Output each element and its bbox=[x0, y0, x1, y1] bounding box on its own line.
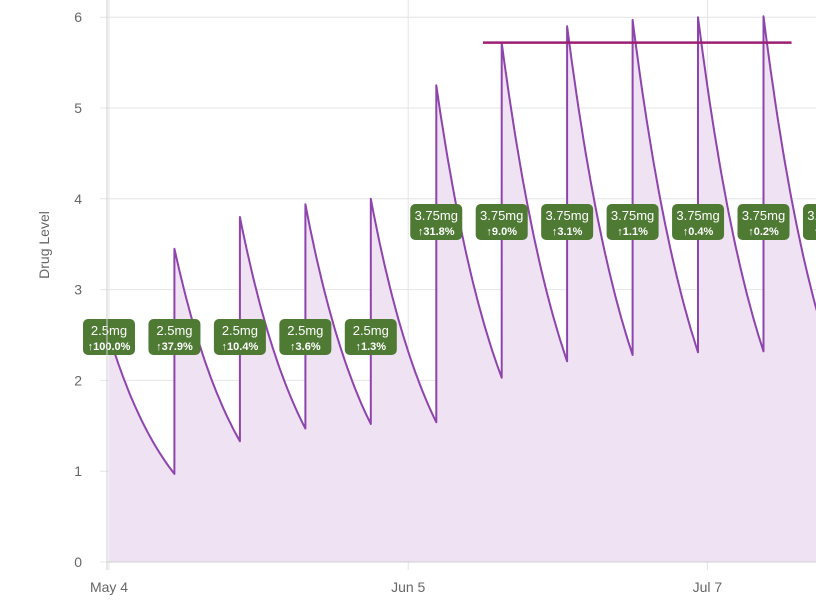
dose-badge-change: ↑10.4% bbox=[222, 341, 259, 353]
dose-badge-amount: 3.75mg bbox=[611, 208, 654, 223]
dose-badge-box bbox=[344, 319, 397, 355]
dose-badge-box bbox=[541, 204, 594, 240]
dose-badge-amount: 3.75mg bbox=[415, 208, 458, 223]
dose-badge-box bbox=[802, 204, 816, 240]
dose-badge-box bbox=[737, 204, 790, 240]
y-tick-label: 5 bbox=[74, 100, 82, 116]
dose-badge-amount: 2.5mg bbox=[287, 323, 323, 338]
dose-badge: 2.5mg ↑100.0% bbox=[83, 319, 135, 355]
dose-badge-change: ↑0.1% bbox=[814, 226, 816, 238]
dose-badge: 3.75mg ↑0.2% bbox=[737, 204, 790, 240]
dose-badge: 2.5mg ↑1.3% bbox=[344, 319, 397, 355]
drug-level-curve bbox=[108, 15, 816, 475]
x-tick-label: Jul 7 bbox=[693, 579, 723, 595]
y-axis-title: Drug Level bbox=[36, 211, 52, 279]
dose-badge: 2.5mg ↑3.6% bbox=[279, 319, 332, 355]
dose-badge-change: ↑3.1% bbox=[552, 226, 583, 238]
dose-badge-box bbox=[148, 319, 201, 355]
dose-badge-amount: 3.75mg bbox=[742, 208, 785, 223]
dose-badge-change: ↑0.4% bbox=[683, 226, 714, 238]
dose-badge: 3.75mg ↑0.4% bbox=[672, 204, 725, 240]
dose-badge: 3.75mg ↑3.1% bbox=[541, 204, 594, 240]
y-tick-label: 3 bbox=[74, 282, 82, 298]
dose-badge-amount: 3.75mg bbox=[480, 208, 523, 223]
dose-badge-change: ↑9.0% bbox=[486, 226, 517, 238]
y-tick-label: 1 bbox=[74, 463, 82, 479]
dose-badge-amount: 2.5mg bbox=[353, 323, 389, 338]
dose-badge-box bbox=[606, 204, 659, 240]
dose-badge-change: ↑1.3% bbox=[356, 341, 387, 353]
drug-level-line bbox=[108, 15, 816, 475]
dose-badge-box bbox=[475, 204, 528, 240]
dose-badge-amount: 2.5mg bbox=[91, 323, 127, 338]
dose-badge: 3.75mg ↑1.1% bbox=[606, 204, 659, 240]
dose-badge-box bbox=[213, 319, 266, 355]
dose-badge-box bbox=[279, 319, 332, 355]
dose-badge-box bbox=[410, 204, 463, 240]
y-tick-label: 4 bbox=[74, 191, 82, 207]
dose-badge: 3.75mg ↑0.1% bbox=[802, 204, 816, 240]
dose-badge-amount: 3.75mg bbox=[807, 208, 816, 223]
dose-badge-amount: 3.75mg bbox=[545, 208, 588, 223]
dose-badge-change: ↑3.6% bbox=[290, 341, 321, 353]
drug-level-area bbox=[109, 16, 816, 562]
dose-badge-change: ↑0.2% bbox=[748, 226, 779, 238]
dose-badge-amount: 3.75mg bbox=[676, 208, 719, 223]
x-tick-label: Jun 5 bbox=[391, 579, 425, 595]
dose-badge-change: ↑1.1% bbox=[617, 226, 648, 238]
y-tick-label: 0 bbox=[74, 554, 82, 570]
dose-badge-change: ↑31.8% bbox=[418, 226, 455, 238]
axes: 0 1 2 3 4 5 6 May 4 Jun 5 Jul 7 bbox=[74, 0, 816, 595]
y-tick-label: 6 bbox=[74, 9, 82, 25]
dose-badge-box bbox=[672, 204, 725, 240]
dose-badge: 3.75mg ↑9.0% bbox=[475, 204, 528, 240]
dose-badge-amount: 2.5mg bbox=[156, 323, 192, 338]
y-tick-label: 2 bbox=[74, 372, 82, 388]
dose-badge-box bbox=[83, 319, 135, 355]
dose-badge-change: ↑37.9% bbox=[156, 341, 193, 353]
drug-level-fill bbox=[109, 16, 816, 562]
x-tick-label: May 4 bbox=[90, 579, 128, 595]
dose-badge: 2.5mg ↑10.4% bbox=[213, 319, 266, 355]
dose-badge-amount: 2.5mg bbox=[222, 323, 258, 338]
dose-badge-change: ↑100.0% bbox=[88, 341, 131, 353]
dose-badge: 3.75mg ↑31.8% bbox=[410, 204, 463, 240]
dose-badges: 2.5mg ↑100.0% 2.5mg ↑37.9% 2.5mg ↑10.4% 2.5mg ↑… bbox=[83, 204, 816, 355]
dose-badge: 2.5mg ↑37.9% bbox=[148, 319, 201, 355]
